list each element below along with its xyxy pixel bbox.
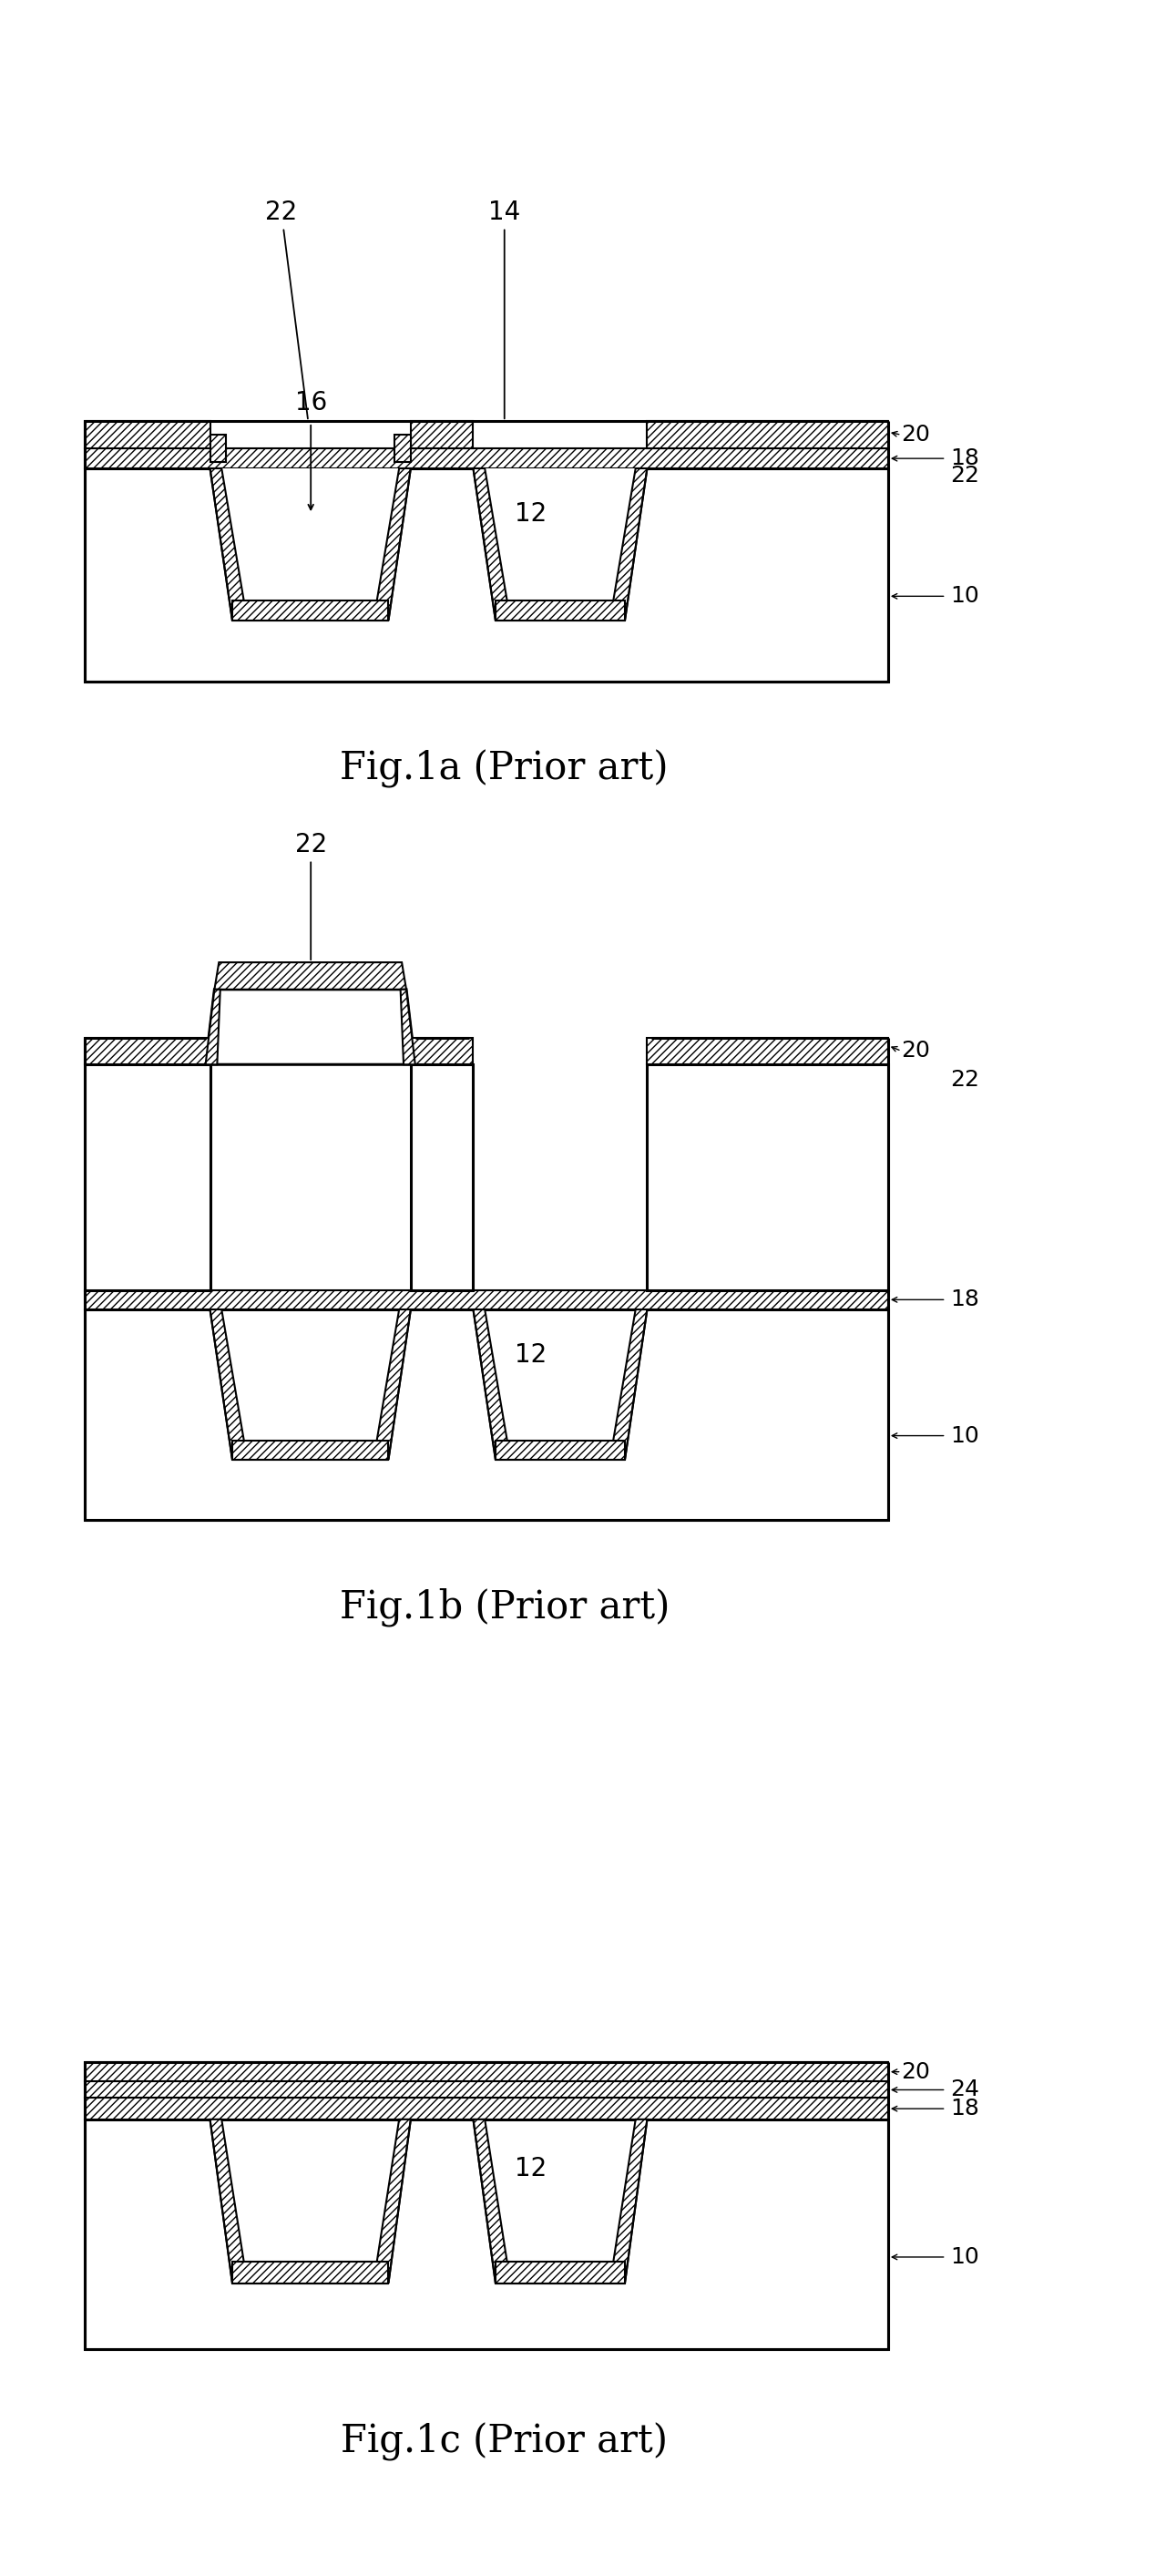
Polygon shape bbox=[222, 469, 399, 600]
Text: 12: 12 bbox=[515, 502, 547, 526]
Text: Fig.1c (Prior art): Fig.1c (Prior art) bbox=[340, 2421, 668, 2460]
Bar bbox=[232, 2262, 388, 2282]
Polygon shape bbox=[377, 2120, 410, 2282]
Text: 22: 22 bbox=[950, 466, 979, 487]
Text: 12: 12 bbox=[515, 1342, 547, 1368]
Text: 24: 24 bbox=[950, 2079, 979, 2102]
Polygon shape bbox=[377, 1309, 410, 1461]
Polygon shape bbox=[210, 469, 244, 621]
Text: 14: 14 bbox=[489, 198, 520, 420]
Bar bbox=[85, 469, 888, 683]
Text: 18: 18 bbox=[950, 2097, 979, 2120]
Bar bbox=[85, 1309, 888, 1520]
Polygon shape bbox=[473, 2120, 507, 2282]
Polygon shape bbox=[473, 1309, 507, 1461]
Bar bbox=[496, 2262, 625, 2282]
Bar bbox=[85, 2097, 888, 2120]
Bar bbox=[496, 1440, 625, 1461]
Text: 18: 18 bbox=[950, 1288, 979, 1311]
Bar bbox=[85, 1064, 210, 1291]
Text: 10: 10 bbox=[950, 2246, 979, 2267]
Bar bbox=[647, 420, 888, 448]
Bar bbox=[232, 1440, 388, 1461]
Polygon shape bbox=[377, 469, 410, 621]
Bar bbox=[496, 600, 625, 621]
Text: Fig.1b (Prior art): Fig.1b (Prior art) bbox=[339, 1587, 669, 1625]
Polygon shape bbox=[613, 2120, 647, 2282]
Bar bbox=[410, 420, 473, 448]
Text: 20: 20 bbox=[901, 1041, 930, 1061]
Polygon shape bbox=[215, 963, 406, 989]
Text: 18: 18 bbox=[950, 448, 979, 469]
Polygon shape bbox=[210, 2120, 244, 2282]
Bar bbox=[85, 2081, 888, 2097]
Bar bbox=[85, 1291, 888, 1309]
Polygon shape bbox=[613, 469, 647, 621]
Text: 22: 22 bbox=[295, 832, 326, 961]
Polygon shape bbox=[473, 469, 507, 621]
Bar bbox=[232, 600, 388, 621]
Text: 20: 20 bbox=[901, 425, 930, 446]
Polygon shape bbox=[613, 1309, 647, 1461]
Text: 16: 16 bbox=[295, 389, 326, 415]
Text: 10: 10 bbox=[950, 585, 979, 608]
Text: 10: 10 bbox=[950, 1425, 979, 1448]
Bar bbox=[410, 1038, 473, 1064]
Polygon shape bbox=[400, 989, 415, 1064]
Bar bbox=[410, 1064, 473, 1291]
Text: 12: 12 bbox=[515, 2156, 547, 2182]
Polygon shape bbox=[485, 469, 635, 600]
Polygon shape bbox=[205, 989, 415, 1064]
Text: 20: 20 bbox=[901, 2061, 930, 2084]
Bar bbox=[647, 1064, 888, 1291]
Polygon shape bbox=[205, 989, 220, 1064]
Bar bbox=[85, 420, 210, 448]
Bar bbox=[85, 2061, 888, 2081]
Bar bbox=[210, 435, 226, 461]
Bar bbox=[647, 1038, 888, 1064]
Text: 22: 22 bbox=[266, 198, 308, 420]
Bar bbox=[85, 2120, 888, 2349]
Text: Fig.1a (Prior art): Fig.1a (Prior art) bbox=[340, 750, 668, 788]
Bar bbox=[394, 435, 410, 461]
Bar bbox=[85, 448, 888, 469]
Bar bbox=[85, 1038, 210, 1064]
Text: 22: 22 bbox=[950, 1069, 979, 1090]
Polygon shape bbox=[210, 1309, 244, 1461]
